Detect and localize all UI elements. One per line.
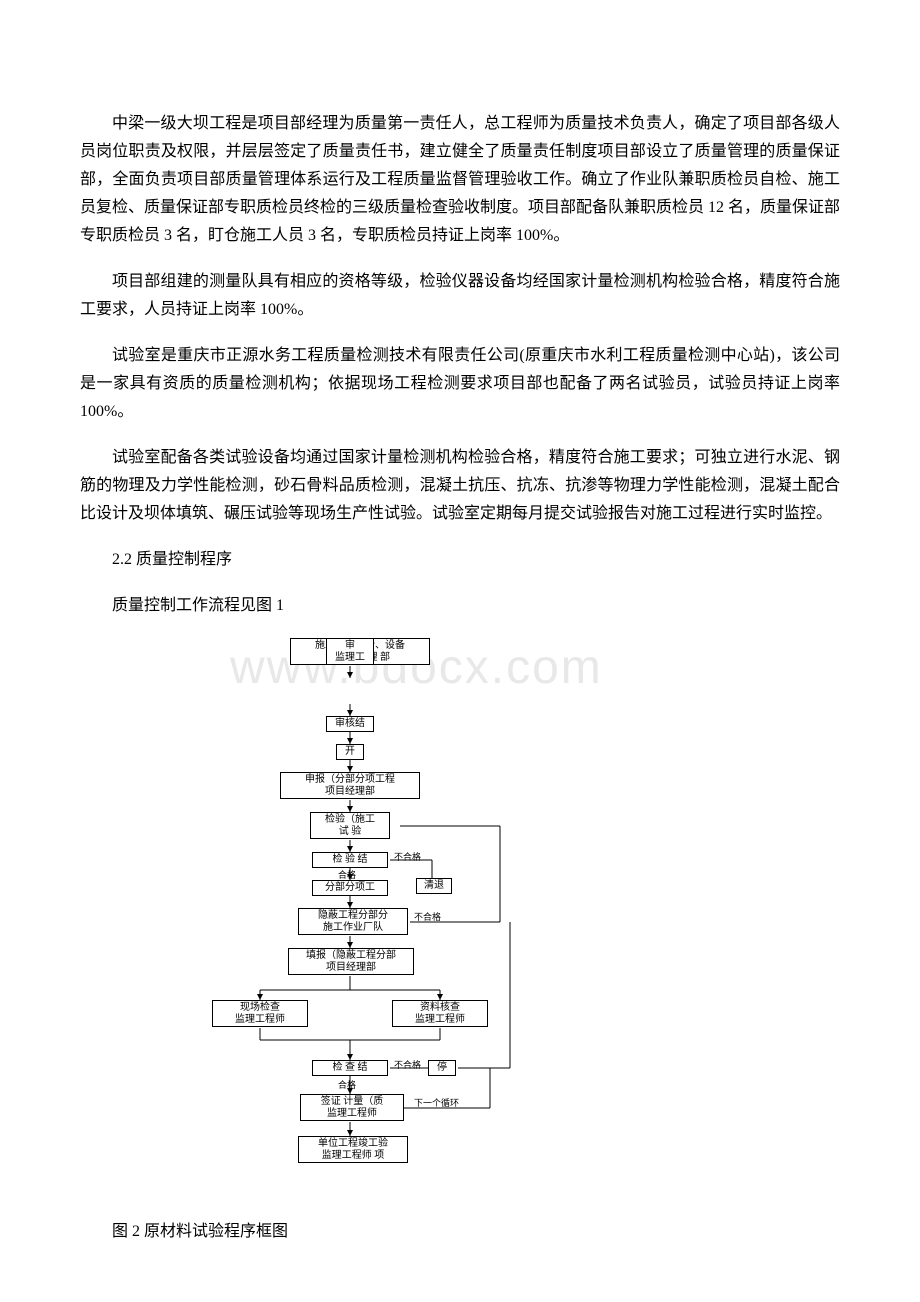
flow-text: 填报（隐蔽工程分部 <box>306 950 396 962</box>
flow-label-pass: 合格 <box>338 1078 356 1091</box>
flow-text: 隐蔽工程分部分 <box>318 910 388 922</box>
flow-text: 停 <box>437 1062 447 1074</box>
paragraph-3: 试验室是重庆市正源水务工程质量检测技术有限责任公司(原重庆市水利工程质量检测中心… <box>80 342 840 426</box>
flow-box-doc-check: 资料核查 监理工程师 <box>392 1000 488 1027</box>
flow-label-fail: 不合格 <box>414 910 441 923</box>
flow-box-stop: 停 <box>428 1060 456 1076</box>
flow-box-hidden: 隐蔽工程分部分 施工作业厂队 <box>298 908 408 935</box>
flow-label-fail: 不合格 <box>394 850 421 863</box>
section-heading: 2.2 质量控制程序 <box>80 546 840 574</box>
paragraph-4: 试验室配备各类试验设备均通过国家计量检测机构检验合格，精度符合施工要求；可独立进… <box>80 444 840 528</box>
flow-box-subproject: 分部分项工 <box>312 880 388 896</box>
flow-box-review-result: 审核结 <box>326 716 374 732</box>
flow-label-fail: 不合格 <box>394 1058 421 1071</box>
flow-text: 开 <box>345 746 355 758</box>
paragraph-1: 中梁一级大坝工程是项目部经理为质量第一责任人，总工程师为质量技术负责人，确定了项… <box>80 110 840 250</box>
flow-text: 清退 <box>424 880 444 892</box>
flow-text: 审 <box>345 640 355 652</box>
flow-text: 监理工程师 <box>415 1014 465 1026</box>
flow-text: 资料核查 <box>420 1002 460 1014</box>
flow-label-loop: 下一个循环 <box>414 1096 459 1109</box>
flow-box-clear: 清退 <box>416 878 452 894</box>
document-content: 中梁一级大坝工程是项目部经理为质量第一责任人，总工程师为质量技术负责人，确定了项… <box>0 0 920 1286</box>
flow-box-report: 申报（分部分项工程 项目经理部 <box>280 772 420 799</box>
paragraph-2: 项目部组建的测量队具有相应的资格等级，检验仪器设备均经国家计量检测机构检验合格，… <box>80 268 840 324</box>
flow-box-fill-report: 填报（隐蔽工程分部 项目经理部 <box>288 948 414 975</box>
paragraph-5: 质量控制工作流程见图 1 <box>80 592 840 620</box>
flow-text: 监理工程师 项 <box>322 1150 385 1162</box>
flow-box-completion: 单位工程竣工验 监理工程师 项 <box>298 1136 408 1163</box>
flow-text: 检验（施工 <box>325 814 375 826</box>
flow-text: 项目经理部 <box>326 962 376 974</box>
flow-label-pass: 合格 <box>338 868 356 881</box>
flow-box-site-check: 现场检查 监理工程师 <box>212 1000 308 1027</box>
flow-box-check-result: 检 查 结 <box>312 1060 388 1076</box>
flow-text: 签证 计量（质 <box>321 1096 384 1108</box>
flowchart-figure-1: 施工组织设计、设备 项 目 经 理 部 审 监理工 审核结 开 申报（分部分项工… <box>180 638 520 1178</box>
flow-box-sign: 签证 计量（质 监理工程师 <box>300 1094 404 1121</box>
flow-text: 检 查 结 <box>333 1062 368 1074</box>
flow-text: 审核结 <box>335 718 365 730</box>
flow-text: 监理工 <box>335 652 365 664</box>
flow-text: 单位工程竣工验 <box>318 1138 388 1150</box>
flow-text: 项目经理部 <box>325 786 375 798</box>
flow-text: 检 验 结 <box>333 854 368 866</box>
flow-box-inspect: 检验（施工 试 验 <box>310 812 390 839</box>
flow-box-review: 审 监理工 <box>326 638 374 665</box>
flow-text: 分部分项工 <box>325 882 375 894</box>
flow-text: 申报（分部分项工程 <box>305 774 395 786</box>
flow-text: 监理工程师 <box>235 1014 285 1026</box>
flow-text: 现场检查 <box>240 1002 280 1014</box>
flow-box-inspect-result: 检 验 结 <box>312 852 388 868</box>
figure-2-caption: 图 2 原材料试验程序框图 <box>80 1218 840 1246</box>
flow-text: 监理工程师 <box>327 1108 377 1120</box>
flow-text: 施工作业厂队 <box>323 922 383 934</box>
flow-box-start: 开 <box>336 744 364 760</box>
flow-text: 试 验 <box>339 826 362 838</box>
